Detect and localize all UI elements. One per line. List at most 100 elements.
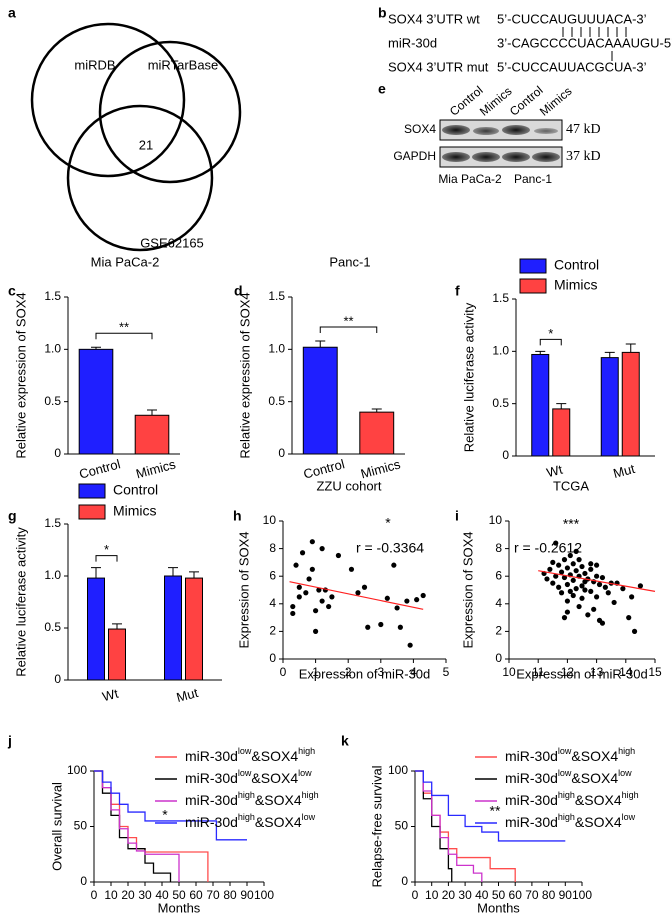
error-bar bbox=[315, 340, 326, 348]
x-tick-label: 30 bbox=[138, 888, 152, 902]
pairing-bars bbox=[562, 27, 627, 61]
bar bbox=[359, 411, 395, 455]
point bbox=[407, 642, 413, 648]
y-tick-label: 4 bbox=[495, 596, 502, 610]
venn-circle bbox=[98, 40, 242, 184]
point bbox=[316, 587, 322, 593]
band bbox=[532, 152, 560, 162]
point bbox=[594, 562, 600, 568]
panel-label: f bbox=[455, 283, 460, 299]
legend-label: miR-30dhigh&SOX4high bbox=[185, 790, 319, 807]
y-tick-label: 50 bbox=[395, 819, 409, 833]
trend-line bbox=[538, 570, 656, 592]
point bbox=[599, 620, 606, 626]
x-axis-label: Expression of miR-30d bbox=[516, 666, 648, 681]
panel-label: c bbox=[8, 283, 16, 299]
legend-label: Control bbox=[554, 257, 599, 273]
y-tick-label: 0 bbox=[54, 446, 61, 460]
survival-curve bbox=[94, 770, 180, 882]
error-bar bbox=[112, 623, 122, 630]
panel-label: e bbox=[378, 81, 386, 97]
point bbox=[637, 583, 644, 589]
survival-curve bbox=[415, 770, 566, 842]
significance-bracket bbox=[539, 338, 562, 346]
blot-row bbox=[439, 146, 563, 168]
point bbox=[611, 599, 617, 606]
point bbox=[547, 566, 553, 572]
point bbox=[558, 590, 565, 596]
annotation: r = -0.2612 bbox=[514, 540, 582, 556]
error-bar bbox=[535, 350, 546, 355]
point bbox=[582, 579, 588, 585]
legend-label: Control bbox=[113, 482, 158, 498]
y-tick-label: 0 bbox=[502, 448, 509, 462]
y-tick-label: 50 bbox=[74, 819, 88, 833]
y-tick-label: 2 bbox=[495, 624, 502, 638]
protein-size: 47 kD bbox=[566, 122, 601, 137]
point bbox=[553, 540, 559, 546]
bar bbox=[552, 408, 571, 457]
y-axis-label: Expression of SOX4 bbox=[236, 531, 251, 648]
point bbox=[588, 566, 594, 572]
y-tick-label: 6 bbox=[269, 568, 276, 582]
panel-label: a bbox=[8, 5, 16, 21]
point bbox=[306, 576, 312, 582]
significance: * bbox=[104, 542, 109, 557]
y-tick-label: 0 bbox=[495, 651, 502, 665]
point bbox=[588, 561, 594, 567]
point bbox=[335, 552, 342, 559]
point bbox=[564, 609, 571, 615]
point bbox=[290, 610, 296, 617]
x-tick-label: 11 bbox=[532, 665, 545, 679]
x-tick-label: 50 bbox=[492, 888, 506, 902]
legend-swatch bbox=[519, 278, 547, 294]
bar bbox=[185, 577, 203, 681]
x-tick-label: 70 bbox=[206, 888, 220, 902]
survival-curve bbox=[415, 770, 483, 882]
alignment: b SOX4 3’UTR wt 5’-CUCCAUGUUUACA-3’ miR-… bbox=[378, 5, 672, 75]
point bbox=[299, 550, 306, 556]
bar bbox=[78, 348, 114, 455]
x-tick-label: 100 bbox=[254, 888, 274, 902]
point bbox=[579, 563, 585, 570]
x-tick-label: Wt bbox=[545, 462, 565, 481]
point bbox=[626, 615, 632, 621]
x-tick-label: 20 bbox=[442, 888, 456, 902]
point bbox=[567, 588, 573, 594]
error-bar bbox=[189, 571, 199, 579]
point bbox=[365, 624, 371, 630]
lane-label: Control bbox=[507, 83, 546, 119]
x-tick-label: 30 bbox=[458, 888, 472, 902]
cell-line: Mia PaCa-2 bbox=[438, 172, 502, 186]
x-tick-label: 14 bbox=[619, 665, 633, 679]
significance-bracket bbox=[95, 555, 118, 562]
x-tick-label: Mut bbox=[612, 461, 637, 481]
point bbox=[319, 546, 325, 552]
bar bbox=[108, 628, 126, 681]
x-tick-label: 60 bbox=[189, 888, 203, 902]
point bbox=[293, 562, 299, 568]
y-tick-label: 0 bbox=[278, 446, 285, 460]
y-tick-label: 10 bbox=[489, 513, 503, 527]
legend-swatch bbox=[78, 483, 106, 499]
bar bbox=[302, 346, 338, 455]
x-tick-label: 80 bbox=[223, 888, 237, 902]
x-tick-label: 5 bbox=[443, 665, 450, 679]
x-axis-label: Expression of miR-30d bbox=[299, 666, 431, 681]
bar bbox=[134, 414, 170, 455]
legend-label: miR-30dlow&SOX4high bbox=[505, 746, 635, 763]
point bbox=[550, 580, 556, 586]
point bbox=[550, 559, 556, 566]
point bbox=[594, 594, 600, 600]
point bbox=[576, 603, 582, 610]
x-axis-label: Months bbox=[477, 900, 520, 915]
bar bbox=[87, 577, 105, 681]
y-tick-label: 0.5 bbox=[44, 394, 61, 408]
x-tick-label: 15 bbox=[648, 665, 662, 679]
survival-curve bbox=[415, 770, 453, 882]
band bbox=[442, 152, 470, 162]
point bbox=[591, 606, 597, 612]
y-axis-label: Expression of SOX4 bbox=[460, 531, 475, 648]
point bbox=[319, 598, 325, 604]
